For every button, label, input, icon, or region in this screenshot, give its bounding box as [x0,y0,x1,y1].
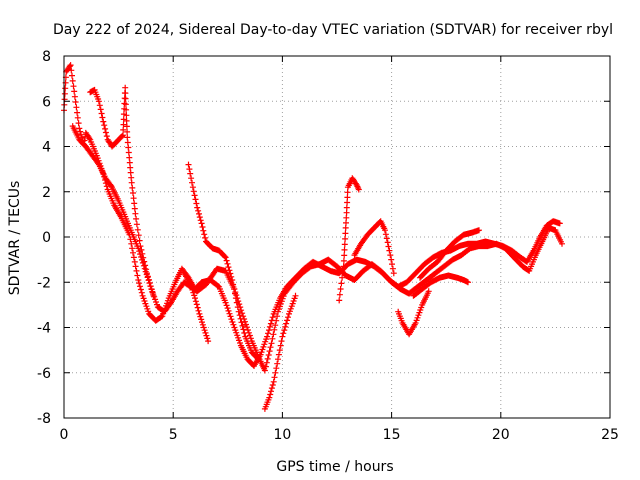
data-point-markers [417,227,482,281]
series-track [61,62,565,369]
data-point-markers [395,288,432,338]
data-point-markers [87,84,157,299]
series-track [87,84,157,299]
series-track [351,218,397,277]
y-tick-label: 4 [42,140,51,156]
series-track [395,288,432,338]
data-point-markers [61,62,565,369]
y-tick-label: 6 [42,94,51,110]
data-point-markers [410,272,471,299]
grid [64,56,610,418]
data-point-markers [185,161,262,363]
x-tick-label: 15 [383,427,401,443]
series-track [185,161,262,363]
x-tick-label: 25 [601,427,619,443]
series-track [410,272,471,299]
y-tick-label: 0 [42,230,51,246]
y-tick-label: -8 [37,411,51,427]
series-track [181,270,212,345]
y-tick-label: 2 [42,185,51,201]
data-point-markers [181,270,212,345]
axis-ticks: 0 5 10 15 20 25 -8 -6 -4 -2 0 2 4 6 8 [37,49,619,443]
data-point-markers [351,218,397,277]
data-point-markers [261,292,299,412]
y-axis-label: SDTVAR / TECUs [7,181,23,296]
y-tick-label: -2 [37,275,51,291]
x-tick-label: 5 [169,427,178,443]
y-tick-label: 8 [42,49,51,65]
chart-title: Day 222 of 2024, Sidereal Day-to-day VTE… [53,22,613,38]
series-track [261,292,299,412]
x-tick-label: 0 [60,427,69,443]
x-tick-label: 10 [273,427,291,443]
y-tick-label: -6 [37,366,51,382]
series-track [417,227,482,281]
series-track [336,175,362,304]
x-axis-label: GPS time / hours [276,459,393,475]
y-tick-label: -4 [37,321,51,337]
data-point-markers [336,175,362,304]
x-tick-label: 20 [492,427,510,443]
